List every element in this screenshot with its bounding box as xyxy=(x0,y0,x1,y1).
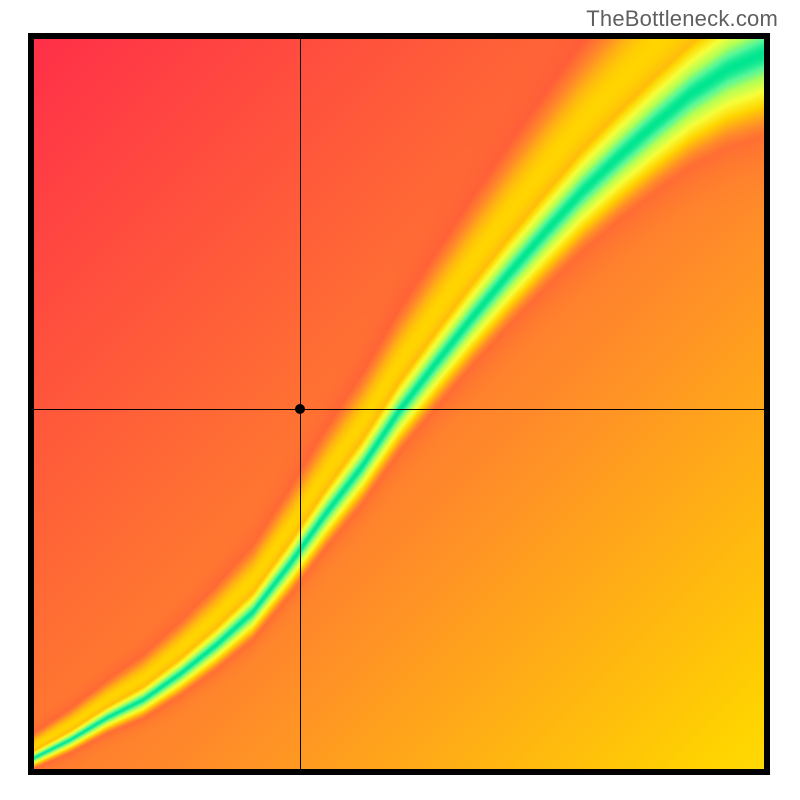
watermark-text: TheBottleneck.com xyxy=(586,6,778,32)
crosshair-horizontal xyxy=(34,409,764,410)
crosshair-marker xyxy=(295,404,305,414)
heatmap-canvas xyxy=(34,39,764,769)
plot-frame xyxy=(28,33,770,775)
heatmap-plot xyxy=(34,39,764,769)
